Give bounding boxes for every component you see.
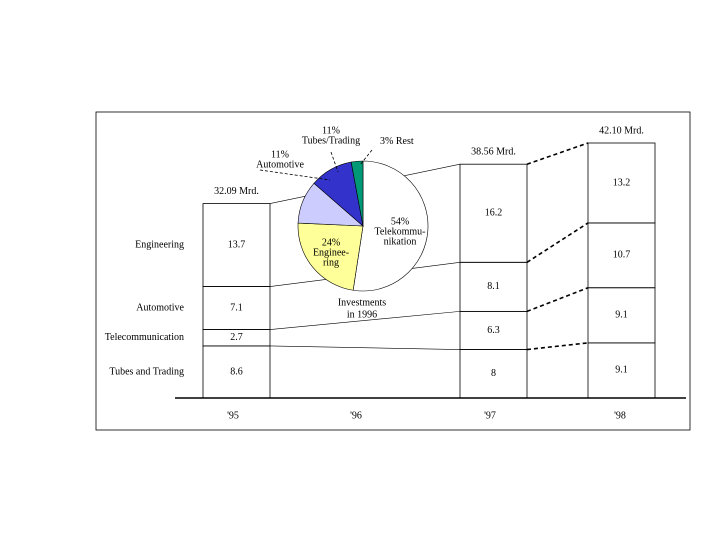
bar-segment — [459, 163, 528, 263]
slice-name: Enginee- — [313, 247, 349, 258]
slice-name: Tubes/Trading — [302, 135, 360, 146]
pie-slice — [352, 160, 429, 292]
series-label: Automotive — [136, 302, 184, 313]
slice-name: Automotive — [256, 159, 304, 170]
total-label: 32.09 Mrd. — [214, 186, 259, 197]
series-label: Tubes and Trading — [109, 366, 184, 377]
slice-name: ring — [323, 257, 339, 268]
bar-segment — [202, 203, 271, 287]
pie-title: Investments — [338, 297, 386, 308]
value-label: 10.7 — [613, 250, 631, 261]
bar-segment — [587, 142, 656, 224]
value-label: 8.6 — [230, 366, 243, 377]
connector — [526, 142, 589, 165]
series-label: Telecommunication — [105, 332, 184, 343]
slice-value: 11% — [271, 149, 289, 160]
slice-name: nikation — [384, 236, 417, 247]
connector — [269, 345, 461, 350]
connector — [526, 222, 589, 263]
x-tick-label: '97 — [484, 410, 496, 421]
connector — [526, 342, 589, 351]
slice-value: 11% — [322, 125, 340, 136]
value-label: 8.1 — [487, 281, 500, 292]
pie-slice — [350, 160, 364, 227]
value-label: 9.1 — [615, 365, 628, 376]
value-label: 16.2 — [485, 208, 503, 219]
total-label: 42.10 Mrd. — [599, 125, 644, 136]
pie-slice — [297, 222, 364, 291]
slice-value: 3% — [380, 136, 393, 147]
connector — [526, 287, 589, 313]
value-label: 13.7 — [228, 239, 246, 250]
x-tick-label: '95 — [227, 410, 239, 421]
series-label: Engineering — [135, 239, 184, 250]
leader-line — [259, 169, 331, 181]
frame — [95, 111, 691, 431]
leader-line — [330, 151, 339, 173]
leader-line — [359, 149, 373, 166]
value-label: 9.1 — [615, 310, 628, 321]
value-label: 2.7 — [230, 332, 243, 343]
value-label: 8 — [491, 368, 496, 379]
pie-title: in 1996 — [347, 309, 377, 320]
value-label: 13.2 — [613, 177, 631, 188]
slice-value: 24% — [322, 237, 340, 248]
slice-label: 3% Rest — [380, 136, 414, 147]
value-label: 7.1 — [230, 302, 243, 313]
value-label: 6.3 — [487, 325, 500, 336]
total-label: 38.56 Mrd. — [471, 147, 516, 158]
slice-name: Telekommu- — [375, 226, 426, 237]
x-tick-label: '96 — [350, 410, 362, 421]
connector — [269, 311, 461, 330]
slice-value: 54% — [391, 216, 409, 227]
slice-name: Rest — [396, 136, 414, 147]
x-tick-label: '98 — [614, 410, 626, 421]
